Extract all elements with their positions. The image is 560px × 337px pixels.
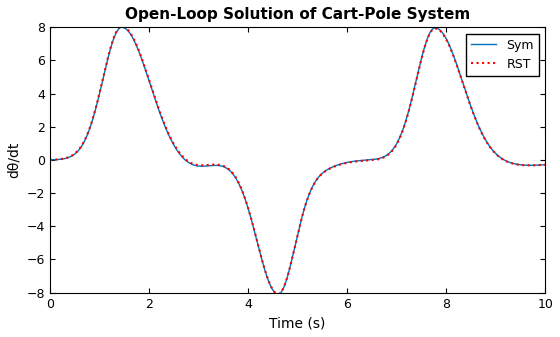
RST: [344, 161, 351, 165]
Y-axis label: dθ/dt: dθ/dt: [7, 142, 21, 178]
Sym: [137, 52, 143, 56]
Sym: [236, 182, 242, 186]
RST: [274, 292, 281, 296]
Sym: [542, 163, 548, 167]
Sym: [454, 64, 461, 68]
Sym: [118, 25, 125, 29]
Legend: Sym, RST: Sym, RST: [466, 33, 539, 76]
Title: Open-Loop Solution of Cart-Pole System: Open-Loop Solution of Cart-Pole System: [125, 7, 470, 22]
Line: Sym: Sym: [50, 27, 545, 294]
RST: [46, 158, 53, 162]
RST: [369, 158, 376, 162]
RST: [118, 24, 125, 28]
RST: [542, 163, 548, 167]
RST: [454, 65, 461, 69]
RST: [416, 65, 423, 69]
Sym: [369, 158, 376, 162]
Sym: [344, 160, 351, 164]
Sym: [274, 292, 281, 296]
X-axis label: Time (s): Time (s): [269, 316, 326, 330]
Line: RST: RST: [50, 26, 545, 294]
RST: [236, 182, 242, 186]
Sym: [46, 158, 53, 162]
RST: [137, 51, 143, 55]
Sym: [416, 64, 423, 68]
